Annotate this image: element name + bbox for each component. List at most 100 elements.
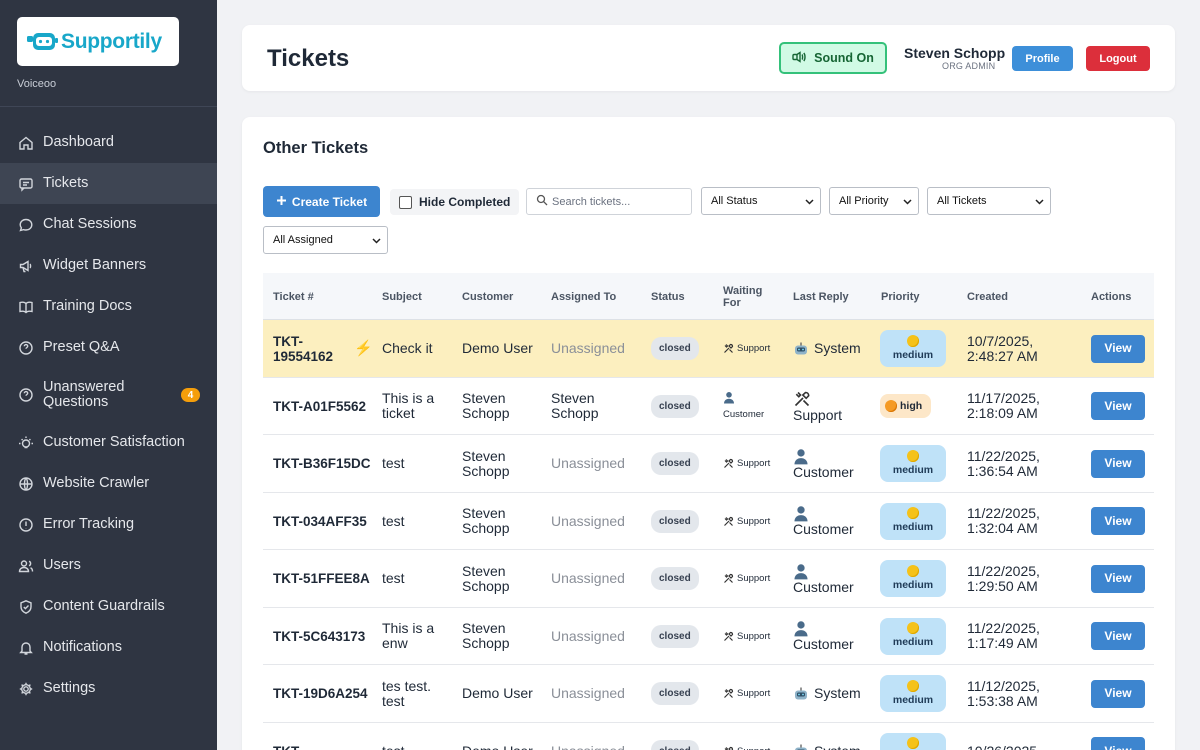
sound-toggle-button[interactable]: Sound On bbox=[779, 42, 887, 74]
tickets-card: Other Tickets Create Ticket Hide Complet… bbox=[242, 117, 1175, 750]
sidebar-item-notifications[interactable]: Notifications bbox=[0, 627, 217, 668]
view-ticket-button[interactable]: View bbox=[1091, 737, 1145, 750]
sidebar-item-label: Dashboard bbox=[43, 134, 114, 150]
tools-icon bbox=[794, 391, 810, 406]
col-header-created[interactable]: Created bbox=[967, 290, 1008, 303]
yellow-circle-icon bbox=[907, 507, 919, 519]
table-row[interactable]: TKT-5C643173 This is a enw Steven Schopp Un… bbox=[263, 608, 1154, 665]
col-header-assigned[interactable]: Assigned To bbox=[551, 290, 617, 303]
sidebar-item-dashboard[interactable]: Dashboard bbox=[0, 122, 217, 163]
table-row[interactable]: TKT-19D6A254 tes test. test Demo User Unass… bbox=[263, 665, 1154, 723]
status-filter-select[interactable]: All Status bbox=[701, 187, 821, 215]
view-ticket-button[interactable]: View bbox=[1091, 334, 1145, 363]
priority-cell: medium bbox=[880, 320, 946, 377]
view-ticket-button[interactable]: View bbox=[1091, 622, 1145, 650]
priority-cell: medium bbox=[880, 608, 946, 665]
sidebar-item-label: Customer Satisfaction bbox=[43, 434, 185, 450]
table-row[interactable]: TKT-51FFEE8A test Steven Schopp Unassigned c… bbox=[263, 550, 1154, 608]
ticket-customer: Demo User bbox=[462, 340, 533, 356]
sidebar-item-settings[interactable]: Settings bbox=[0, 668, 217, 709]
waiting-for-cell: Support bbox=[723, 665, 770, 722]
hide-completed-toggle[interactable]: Hide Completed bbox=[390, 189, 520, 215]
col-header-subject[interactable]: Subject bbox=[382, 290, 422, 303]
sidebar-item-preset-qa[interactable]: Preset Q&A bbox=[0, 327, 217, 368]
ticket-customer: Steven Schopp bbox=[462, 447, 510, 479]
status-cell: closed bbox=[651, 320, 699, 377]
sidebar-item-unanswered-questions[interactable]: Unanswered Questions 4 bbox=[0, 368, 217, 422]
col-header-customer[interactable]: Customer bbox=[462, 290, 514, 303]
users-icon bbox=[18, 558, 34, 574]
ticket-subject: This is a ticket bbox=[382, 390, 435, 421]
gear-icon bbox=[18, 681, 34, 697]
waiting-for-cell: Customer bbox=[723, 378, 764, 435]
col-header-status[interactable]: Status bbox=[651, 290, 685, 303]
table-row[interactable]: TKT-test Demo User Unassigned closed Support… bbox=[263, 723, 1154, 750]
create-ticket-button[interactable]: Create Ticket bbox=[263, 186, 380, 217]
org-name: Voiceoo bbox=[17, 78, 57, 90]
table-row[interactable]: TKT-19554162 ⚡ Check it Demo User Unassigned… bbox=[263, 320, 1154, 378]
last-reply-label: Support bbox=[793, 406, 843, 423]
logout-button[interactable]: Logout bbox=[1086, 46, 1150, 71]
sidebar-item-tickets[interactable]: Tickets bbox=[0, 163, 217, 204]
view-ticket-button[interactable]: View bbox=[1091, 507, 1145, 535]
sidebar-item-widget-banners[interactable]: Widget Banners bbox=[0, 245, 217, 286]
waiting-for-cell: Support bbox=[723, 723, 770, 750]
sidebar-item-error-tracking[interactable]: Error Tracking bbox=[0, 504, 217, 545]
col-header-priority[interactable]: Priority bbox=[881, 290, 920, 303]
status-cell: closed bbox=[651, 665, 699, 722]
col-header-waiting[interactable]: Waiting For bbox=[723, 284, 763, 309]
sidebar-item-label: Chat Sessions bbox=[43, 216, 137, 232]
priority-badge: medium bbox=[880, 560, 946, 597]
ticket-subject: test bbox=[382, 455, 405, 471]
view-ticket-button[interactable]: View bbox=[1091, 392, 1145, 420]
waiting-for-label: Support bbox=[737, 343, 771, 354]
sidebar-item-label: Content Guardrails bbox=[43, 598, 165, 614]
profile-button[interactable]: Profile bbox=[1012, 46, 1073, 71]
ticket-id: TKT-B36F15DC bbox=[273, 456, 371, 471]
actions-cell: View bbox=[1091, 435, 1145, 492]
sound-toggle-label: Sound On bbox=[814, 51, 874, 65]
col-header-id[interactable]: Ticket # bbox=[273, 290, 314, 303]
ticket-subject: test bbox=[382, 570, 405, 586]
sidebar-item-label: Preset Q&A bbox=[43, 339, 120, 355]
priority-filter-select[interactable]: All Priority bbox=[829, 187, 919, 215]
ticket-icon bbox=[18, 176, 34, 192]
status-badge: closed bbox=[651, 567, 699, 590]
col-header-reply[interactable]: Last Reply bbox=[793, 290, 849, 303]
person-icon bbox=[794, 621, 808, 637]
sidebar-nav: Dashboard Tickets Chat Sessions Widget B… bbox=[0, 122, 217, 709]
ticket-subject: test bbox=[382, 512, 405, 529]
view-ticket-button[interactable]: View bbox=[1091, 564, 1145, 593]
sidebar-item-users[interactable]: Users bbox=[0, 545, 217, 586]
table-row[interactable]: TKT-B36F15DC test Steven Schopp Unassigned c… bbox=[263, 435, 1154, 493]
sidebar-item-customer-satisfaction[interactable]: Customer Satisfaction bbox=[0, 422, 217, 463]
priority-cell: high bbox=[880, 378, 932, 435]
waiting-for-cell: Support bbox=[723, 493, 770, 550]
tickets-filter-select[interactable]: All Tickets bbox=[927, 187, 1051, 215]
yellow-circle-icon bbox=[907, 679, 919, 692]
home-icon bbox=[18, 135, 34, 151]
sidebar-item-training-docs[interactable]: Training Docs bbox=[0, 286, 217, 327]
priority-badge: medium bbox=[880, 330, 946, 367]
sidebar-item-website-crawler[interactable]: Website Crawler bbox=[0, 463, 217, 504]
alert-icon bbox=[18, 517, 34, 533]
view-ticket-button[interactable]: View bbox=[1091, 679, 1145, 708]
assigned-filter-select[interactable]: All Assigned bbox=[263, 226, 388, 254]
sidebar-item-chat-sessions[interactable]: Chat Sessions bbox=[0, 204, 217, 245]
hide-completed-checkbox[interactable] bbox=[399, 195, 412, 209]
status-badge: closed bbox=[651, 394, 699, 418]
view-ticket-button[interactable]: View bbox=[1091, 449, 1145, 478]
waiting-for-label: Support bbox=[737, 744, 770, 750]
brand-name: Supportily bbox=[61, 29, 162, 53]
section-title: Other Tickets bbox=[263, 139, 369, 157]
table-row[interactable]: TKT-A01F5562 This is a ticket Steven Schop… bbox=[263, 378, 1154, 435]
search-input[interactable]: Search tickets... bbox=[526, 188, 692, 215]
last-reply-cell: Customer bbox=[793, 435, 854, 492]
priority-label: medium bbox=[892, 693, 934, 706]
status-filter-value: All Status bbox=[711, 195, 758, 207]
table-row[interactable]: TKT-034AFF35 test Steven Schopp Unassigned c… bbox=[263, 493, 1154, 550]
brand-logo[interactable]: Supportily bbox=[17, 17, 179, 66]
priority-badge: medium bbox=[880, 675, 946, 712]
sidebar-item-content-guardrails[interactable]: Content Guardrails bbox=[0, 586, 217, 627]
ticket-id-cell: TKT- bbox=[273, 723, 373, 750]
